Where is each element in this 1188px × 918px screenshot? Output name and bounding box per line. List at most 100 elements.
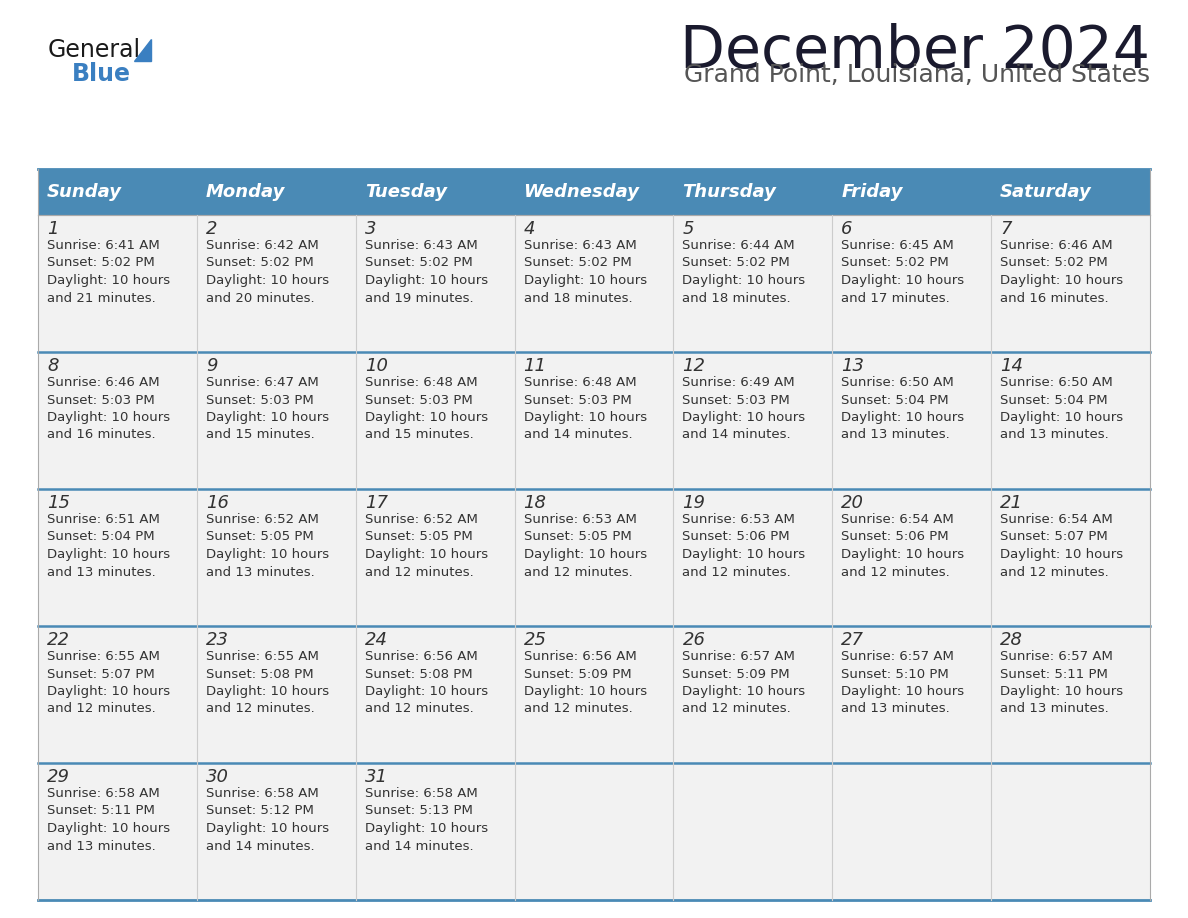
- Text: Sunset: 5:06 PM: Sunset: 5:06 PM: [682, 531, 790, 543]
- Text: Daylight: 10 hours: Daylight: 10 hours: [841, 411, 965, 424]
- Text: Sunset: 5:02 PM: Sunset: 5:02 PM: [841, 256, 949, 270]
- Text: and 12 minutes.: and 12 minutes.: [206, 702, 315, 715]
- Text: Sunrise: 6:52 AM: Sunrise: 6:52 AM: [206, 513, 318, 526]
- Text: Daylight: 10 hours: Daylight: 10 hours: [48, 685, 170, 698]
- Text: 18: 18: [524, 494, 546, 512]
- Text: Sunrise: 6:57 AM: Sunrise: 6:57 AM: [841, 650, 954, 663]
- Text: Daylight: 10 hours: Daylight: 10 hours: [682, 548, 805, 561]
- Text: Sunrise: 6:43 AM: Sunrise: 6:43 AM: [524, 239, 637, 252]
- Text: Sunrise: 6:54 AM: Sunrise: 6:54 AM: [841, 513, 954, 526]
- Text: and 13 minutes.: and 13 minutes.: [841, 429, 950, 442]
- Bar: [38, 215, 197, 352]
- Bar: [674, 626, 833, 763]
- Text: 3: 3: [365, 220, 377, 238]
- Text: 1: 1: [48, 220, 58, 238]
- Bar: [355, 763, 514, 900]
- Text: Sunrise: 6:54 AM: Sunrise: 6:54 AM: [1000, 513, 1113, 526]
- Text: Sunrise: 6:58 AM: Sunrise: 6:58 AM: [206, 787, 318, 800]
- Text: and 21 minutes.: and 21 minutes.: [48, 292, 156, 305]
- Text: Sunrise: 6:51 AM: Sunrise: 6:51 AM: [48, 513, 160, 526]
- Bar: [674, 215, 833, 352]
- Text: and 16 minutes.: and 16 minutes.: [1000, 292, 1108, 305]
- Text: Sunset: 5:05 PM: Sunset: 5:05 PM: [206, 531, 314, 543]
- Text: 6: 6: [841, 220, 853, 238]
- Text: Daylight: 10 hours: Daylight: 10 hours: [365, 548, 488, 561]
- Bar: [38, 626, 197, 763]
- Text: Sunrise: 6:57 AM: Sunrise: 6:57 AM: [682, 650, 795, 663]
- Text: and 18 minutes.: and 18 minutes.: [682, 292, 791, 305]
- Text: Daylight: 10 hours: Daylight: 10 hours: [365, 274, 488, 287]
- Text: Daylight: 10 hours: Daylight: 10 hours: [524, 411, 646, 424]
- Bar: [514, 215, 674, 352]
- Text: Sunrise: 6:46 AM: Sunrise: 6:46 AM: [1000, 239, 1113, 252]
- Text: Daylight: 10 hours: Daylight: 10 hours: [1000, 411, 1124, 424]
- Bar: [991, 763, 1150, 900]
- Text: 29: 29: [48, 768, 70, 786]
- Text: Sunrise: 6:52 AM: Sunrise: 6:52 AM: [365, 513, 478, 526]
- Text: 7: 7: [1000, 220, 1012, 238]
- Text: and 12 minutes.: and 12 minutes.: [682, 702, 791, 715]
- Text: Sunset: 5:11 PM: Sunset: 5:11 PM: [48, 804, 154, 818]
- Text: Sunset: 5:04 PM: Sunset: 5:04 PM: [1000, 394, 1107, 407]
- Text: 25: 25: [524, 631, 546, 649]
- Bar: [355, 215, 514, 352]
- Bar: [833, 626, 991, 763]
- Text: Sunrise: 6:45 AM: Sunrise: 6:45 AM: [841, 239, 954, 252]
- Text: Daylight: 10 hours: Daylight: 10 hours: [206, 685, 329, 698]
- Text: 27: 27: [841, 631, 865, 649]
- Text: Sunrise: 6:49 AM: Sunrise: 6:49 AM: [682, 376, 795, 389]
- Text: Daylight: 10 hours: Daylight: 10 hours: [682, 274, 805, 287]
- Text: Sunday: Sunday: [48, 183, 122, 201]
- Text: Sunset: 5:09 PM: Sunset: 5:09 PM: [682, 667, 790, 680]
- Bar: [991, 215, 1150, 352]
- Text: Daylight: 10 hours: Daylight: 10 hours: [841, 274, 965, 287]
- Text: Sunrise: 6:41 AM: Sunrise: 6:41 AM: [48, 239, 159, 252]
- Bar: [674, 169, 833, 215]
- Bar: [833, 763, 991, 900]
- Text: Sunset: 5:03 PM: Sunset: 5:03 PM: [48, 394, 154, 407]
- Text: Sunrise: 6:42 AM: Sunrise: 6:42 AM: [206, 239, 318, 252]
- Bar: [514, 352, 674, 489]
- Text: Sunrise: 6:56 AM: Sunrise: 6:56 AM: [524, 650, 637, 663]
- Text: and 13 minutes.: and 13 minutes.: [1000, 429, 1108, 442]
- Bar: [514, 763, 674, 900]
- Bar: [197, 489, 355, 626]
- Text: Sunset: 5:03 PM: Sunset: 5:03 PM: [524, 394, 631, 407]
- Text: Sunrise: 6:57 AM: Sunrise: 6:57 AM: [1000, 650, 1113, 663]
- Text: Sunset: 5:05 PM: Sunset: 5:05 PM: [524, 531, 631, 543]
- Bar: [991, 352, 1150, 489]
- Text: Daylight: 10 hours: Daylight: 10 hours: [48, 411, 170, 424]
- Text: 22: 22: [48, 631, 70, 649]
- Bar: [674, 489, 833, 626]
- Text: Sunset: 5:09 PM: Sunset: 5:09 PM: [524, 667, 631, 680]
- Text: Sunrise: 6:53 AM: Sunrise: 6:53 AM: [524, 513, 637, 526]
- Text: and 18 minutes.: and 18 minutes.: [524, 292, 632, 305]
- Bar: [197, 169, 355, 215]
- Text: Sunset: 5:04 PM: Sunset: 5:04 PM: [48, 531, 154, 543]
- Text: 30: 30: [206, 768, 229, 786]
- Text: Daylight: 10 hours: Daylight: 10 hours: [841, 548, 965, 561]
- Text: and 13 minutes.: and 13 minutes.: [48, 565, 156, 578]
- Text: 14: 14: [1000, 357, 1023, 375]
- Text: Sunset: 5:03 PM: Sunset: 5:03 PM: [682, 394, 790, 407]
- Text: and 14 minutes.: and 14 minutes.: [206, 839, 315, 853]
- Text: and 12 minutes.: and 12 minutes.: [841, 565, 950, 578]
- Text: Wednesday: Wednesday: [524, 183, 639, 201]
- Text: 10: 10: [365, 357, 387, 375]
- Text: Sunset: 5:08 PM: Sunset: 5:08 PM: [365, 667, 473, 680]
- Text: Daylight: 10 hours: Daylight: 10 hours: [841, 685, 965, 698]
- Bar: [38, 489, 197, 626]
- Text: Sunrise: 6:47 AM: Sunrise: 6:47 AM: [206, 376, 318, 389]
- Polygon shape: [134, 39, 151, 61]
- Bar: [38, 352, 197, 489]
- Text: Sunrise: 6:48 AM: Sunrise: 6:48 AM: [365, 376, 478, 389]
- Text: and 20 minutes.: and 20 minutes.: [206, 292, 315, 305]
- Text: 31: 31: [365, 768, 387, 786]
- Text: 19: 19: [682, 494, 706, 512]
- Text: Blue: Blue: [72, 62, 131, 86]
- Text: and 19 minutes.: and 19 minutes.: [365, 292, 473, 305]
- Text: Tuesday: Tuesday: [365, 183, 447, 201]
- Bar: [197, 352, 355, 489]
- Text: Daylight: 10 hours: Daylight: 10 hours: [524, 685, 646, 698]
- Text: 9: 9: [206, 357, 217, 375]
